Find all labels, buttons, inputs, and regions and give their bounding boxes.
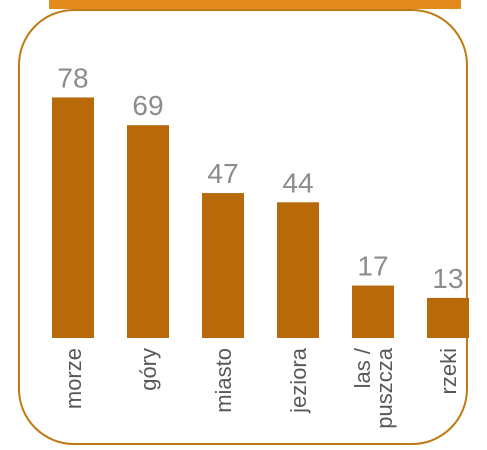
value-labels-group: 78 69 47 44 17 13 (57, 62, 463, 293)
bar (352, 285, 394, 338)
data-label: 17 (357, 251, 388, 282)
bar (277, 202, 319, 338)
category-label: puszcza (372, 347, 397, 428)
data-label: 78 (57, 62, 88, 93)
bar (52, 97, 94, 338)
category-labels-group: morze góry miasto jeziora las /puszcza rzeki (61, 347, 461, 429)
category-label: jeziora (286, 347, 311, 414)
bar (202, 193, 244, 338)
category-label: morze (61, 348, 86, 409)
rounded-frame (18, 9, 468, 445)
data-label: 69 (132, 90, 163, 121)
category-label: las / (350, 347, 375, 388)
data-label: 44 (282, 167, 313, 198)
bar (427, 297, 469, 338)
header-bar (49, 0, 461, 9)
category-label: miasto (211, 348, 236, 413)
data-label: 13 (432, 263, 463, 294)
bars-group (52, 97, 469, 338)
data-label: 47 (207, 158, 238, 189)
bar (127, 125, 169, 338)
category-label: rzeki (436, 348, 461, 394)
category-label: góry (136, 348, 161, 391)
